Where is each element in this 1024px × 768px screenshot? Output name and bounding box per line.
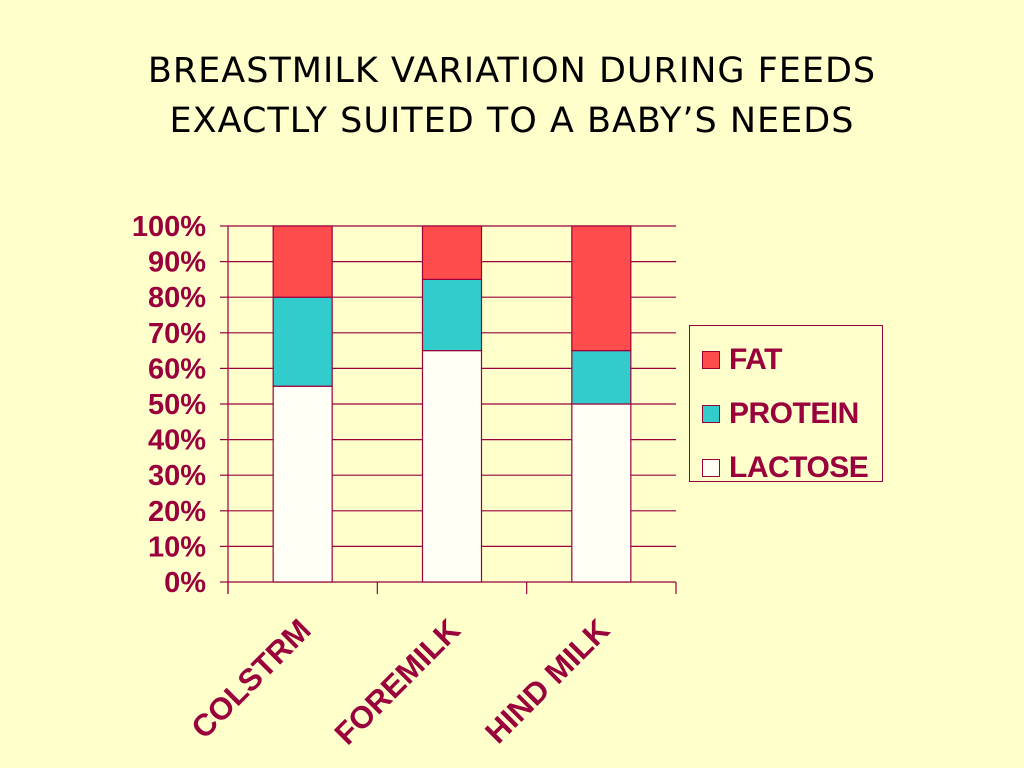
- x-category-label: HIND MILK: [478, 612, 616, 750]
- legend-swatch-lactose: [702, 459, 720, 477]
- legend-label-fat: FAT: [729, 343, 782, 376]
- legend-item-lactose: LACTOSE: [702, 451, 869, 485]
- legend-swatch-fat: [702, 351, 720, 369]
- bar-protein-hind-milk: [571, 350, 632, 405]
- title-line-1: BREASTMILK VARIATION DURING FEEDS: [147, 51, 877, 91]
- bar-lactose-hind-milk: [571, 403, 632, 583]
- y-tick-label: 30%: [148, 460, 206, 492]
- bar-lactose-foremilk: [421, 350, 483, 583]
- bar-protein-foremilk: [421, 278, 483, 352]
- title-line-2: EXACTLY SUITED TO A BABY’S NEEDS: [169, 101, 855, 141]
- legend-label-protein: PROTEIN: [729, 397, 859, 430]
- y-tick-label: 100%: [132, 211, 206, 243]
- y-tick-label: 70%: [148, 318, 206, 350]
- x-category-label: COLSTRM: [184, 612, 317, 745]
- y-tick-label: 20%: [148, 496, 206, 528]
- y-tick-label: 60%: [148, 353, 206, 385]
- chart-legend: FAT PROTEIN LACTOSE: [689, 325, 883, 485]
- y-tick-label: 90%: [148, 247, 206, 279]
- legend-item-protein: PROTEIN: [702, 397, 859, 431]
- bar-fat-hind-milk: [571, 225, 632, 352]
- bar-fat-colstrm: [272, 225, 333, 298]
- y-tick-label: 50%: [148, 389, 206, 421]
- legend-item-fat: FAT: [702, 343, 782, 377]
- y-tick-label: 40%: [148, 425, 206, 457]
- chart-title: BREASTMILK VARIATION DURING FEEDS EXACTL…: [0, 46, 1024, 146]
- legend-label-lactose: LACTOSE: [729, 451, 869, 484]
- y-tick-label: 0%: [164, 567, 206, 599]
- y-tick-label: 80%: [148, 282, 206, 314]
- bar-fat-foremilk: [421, 225, 483, 281]
- bar-protein-colstrm: [272, 296, 333, 387]
- bar-lactose-colstrm: [272, 385, 333, 583]
- x-category-label: FOREMILK: [328, 612, 468, 752]
- legend-swatch-protein: [702, 405, 720, 423]
- y-tick-label: 10%: [148, 531, 206, 563]
